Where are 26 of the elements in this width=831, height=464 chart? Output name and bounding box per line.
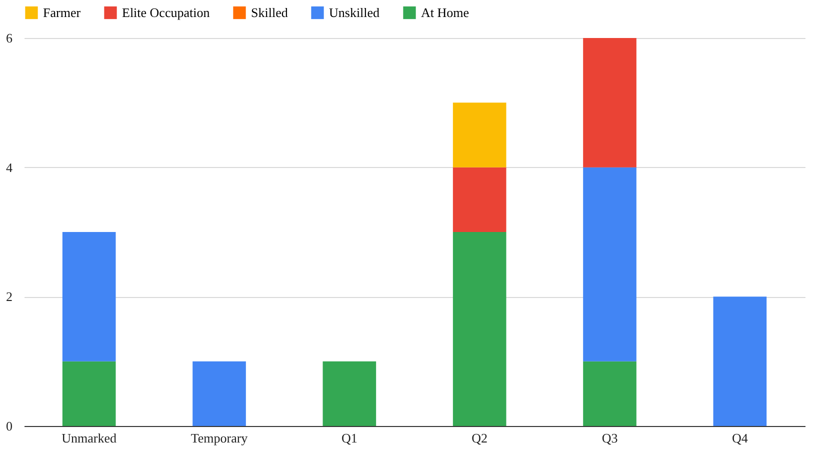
x-tick-label: Q1 xyxy=(341,430,358,446)
bar xyxy=(62,361,116,426)
bar xyxy=(322,361,376,426)
y-tick-label: 2 xyxy=(6,289,12,304)
y-tick-label: 6 xyxy=(6,30,13,46)
legend-label: Skilled xyxy=(251,4,288,20)
legend-label: Unskilled xyxy=(329,4,380,20)
y-tick-label: 4 xyxy=(6,160,13,175)
x-tick-label: Q3 xyxy=(602,430,618,446)
bar xyxy=(713,296,767,426)
bar xyxy=(62,232,116,362)
x-tick-label: Q4 xyxy=(732,430,748,446)
legend-label: Farmer xyxy=(43,4,82,20)
bar xyxy=(583,361,636,426)
legend-label: Elite Occupation xyxy=(122,4,210,20)
x-tick-label: Temporary xyxy=(190,430,248,446)
bar xyxy=(452,167,506,232)
x-tick-label: Unmarked xyxy=(62,430,118,446)
legend-label: At Home xyxy=(421,4,470,20)
bar xyxy=(583,167,636,362)
bar xyxy=(452,232,506,426)
bar xyxy=(192,361,246,426)
y-tick-label: 0 xyxy=(6,418,12,434)
bar xyxy=(583,38,636,168)
bar xyxy=(452,102,506,168)
x-tick-label: Q2 xyxy=(472,430,488,446)
